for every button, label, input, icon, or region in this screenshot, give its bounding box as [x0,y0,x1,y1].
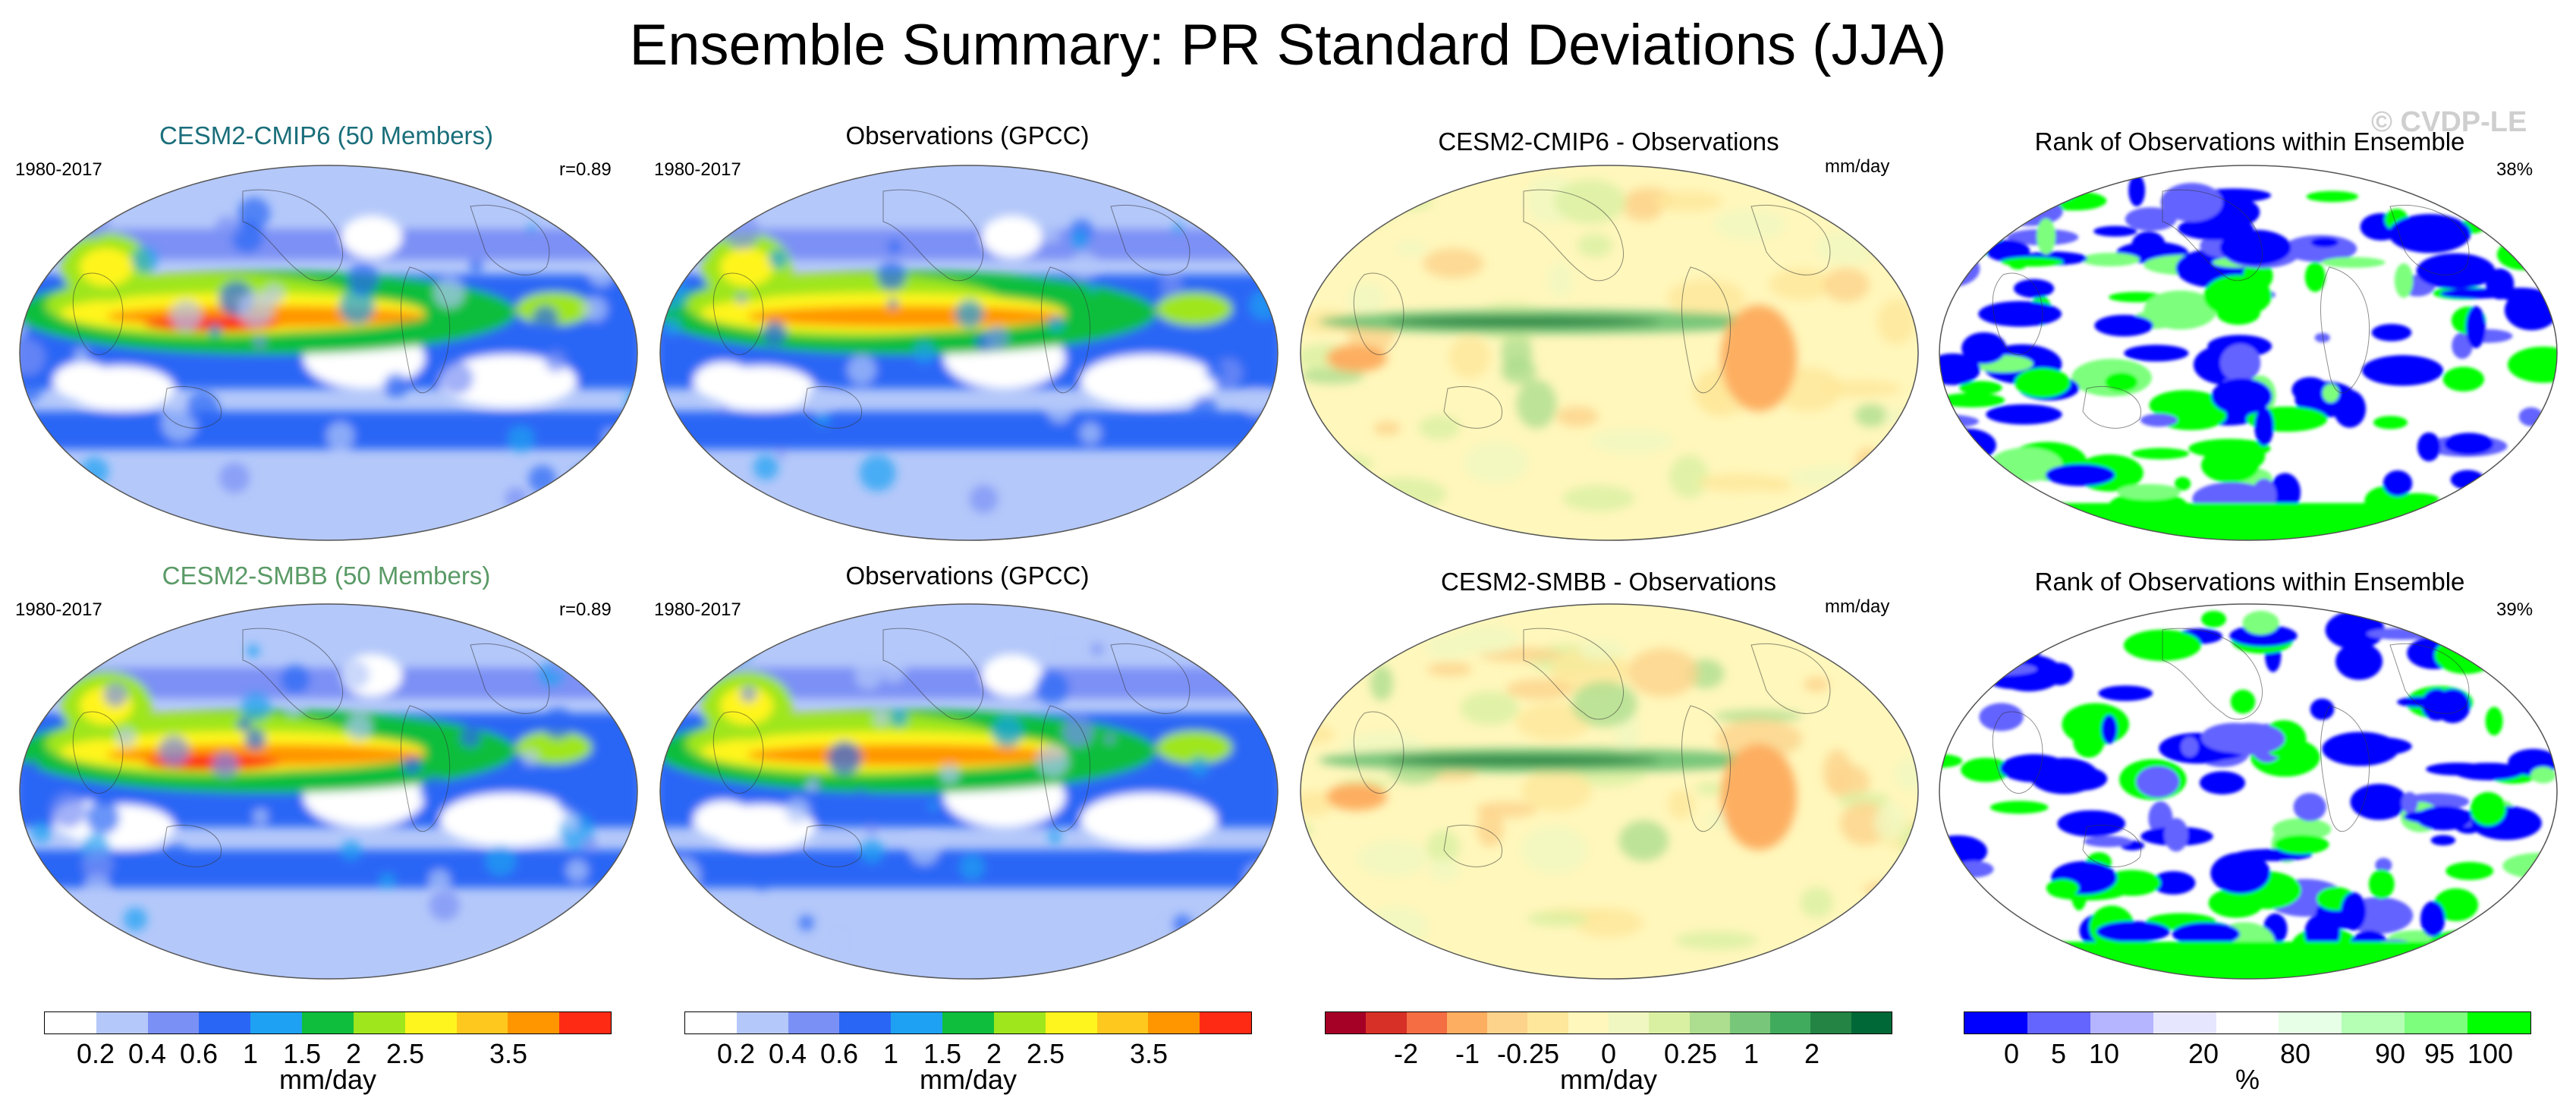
colorbar-swatch [1770,1012,1810,1033]
colorbar-diff [1325,1011,1892,1034]
panel-6-title: Observations (GPCC) [687,562,1248,590]
colorbar-swatch [2405,1012,2467,1033]
colorbar-swatch [1148,1012,1200,1033]
colorbar-swatch [1407,1012,1447,1033]
cbar2-unit: mm/day [684,1064,1252,1096]
colorbar-precip-2 [684,1011,1252,1034]
panel-4-map [1935,161,2562,545]
colorbar-swatch [2027,1012,2090,1033]
colorbar-swatch [1964,1012,2027,1033]
colorbar-swatch [96,1012,148,1033]
colorbar-swatch [1487,1012,1527,1033]
colorbar-swatch [354,1012,405,1033]
panel-6-map [656,599,1282,983]
colorbar-swatch [2090,1012,2153,1033]
colorbar-swatch [1568,1012,1609,1033]
colorbar-swatch [891,1012,942,1033]
colorbar-swatch [788,1012,840,1033]
cbar3-unit: mm/day [1325,1064,1892,1096]
colorbar-swatch [1046,1012,1097,1033]
colorbar-swatch [2216,1012,2279,1033]
panel-3-map [1296,161,1923,545]
panel-2-title: Observations (GPCC) [687,121,1248,150]
colorbar-swatch [559,1012,611,1033]
colorbar-swatch [737,1012,788,1033]
colorbar-swatch [1609,1012,1649,1033]
colorbar-swatch [457,1012,508,1033]
panel-5-title: CESM2-SMBB (50 Members) [46,562,607,590]
colorbar-swatch [994,1012,1046,1033]
colorbar-swatch [148,1012,200,1033]
figure-title: Ensemble Summary: PR Standard Deviations… [0,12,2576,78]
cbar4-unit: % [1964,1064,2531,1096]
panel-8-title: Rank of Observations within Ensemble [1969,568,2530,596]
panel-5-map [15,599,642,983]
colorbar-swatch [1447,1012,1487,1033]
colorbar-swatch [2279,1012,2342,1033]
colorbar-swatch [942,1012,994,1033]
colorbar-swatch [839,1012,891,1033]
colorbar-swatch [1690,1012,1730,1033]
panel-2-map [656,161,1282,545]
colorbar-swatch [1527,1012,1568,1033]
colorbar-swatch [1200,1012,1251,1033]
colorbar-swatch [250,1012,302,1033]
colorbar-swatch [1730,1012,1770,1033]
colorbar-swatch [1326,1012,1366,1033]
colorbar-swatch [1810,1012,1851,1033]
panel-1-map [15,161,642,545]
colorbar-swatch [1097,1012,1149,1033]
colorbar-swatch [302,1012,354,1033]
colorbar-swatch [1366,1012,1406,1033]
cbar1-unit: mm/day [44,1064,612,1096]
panel-7-title: CESM2-SMBB - Observations [1328,568,1889,596]
colorbar-swatch [1851,1012,1892,1033]
colorbar-swatch [508,1012,559,1033]
colorbar-swatch [2342,1012,2405,1033]
colorbar-swatch [2153,1012,2216,1033]
colorbar-swatch [199,1012,250,1033]
colorbar-swatch [1649,1012,1689,1033]
colorbar-swatch [2467,1012,2530,1033]
colorbar-swatch [45,1012,96,1033]
colorbar-precip-1 [44,1011,612,1034]
panel-7-map [1296,599,1923,983]
panel-8-map [1935,599,2562,983]
panel-4-title: Rank of Observations within Ensemble [1969,127,2530,156]
colorbar-swatch [405,1012,457,1033]
colorbar-rank [1964,1011,2531,1034]
panel-3-title: CESM2-CMIP6 - Observations [1328,127,1889,156]
colorbar-swatch [685,1012,737,1033]
panel-1-title: CESM2-CMIP6 (50 Members) [46,121,607,150]
